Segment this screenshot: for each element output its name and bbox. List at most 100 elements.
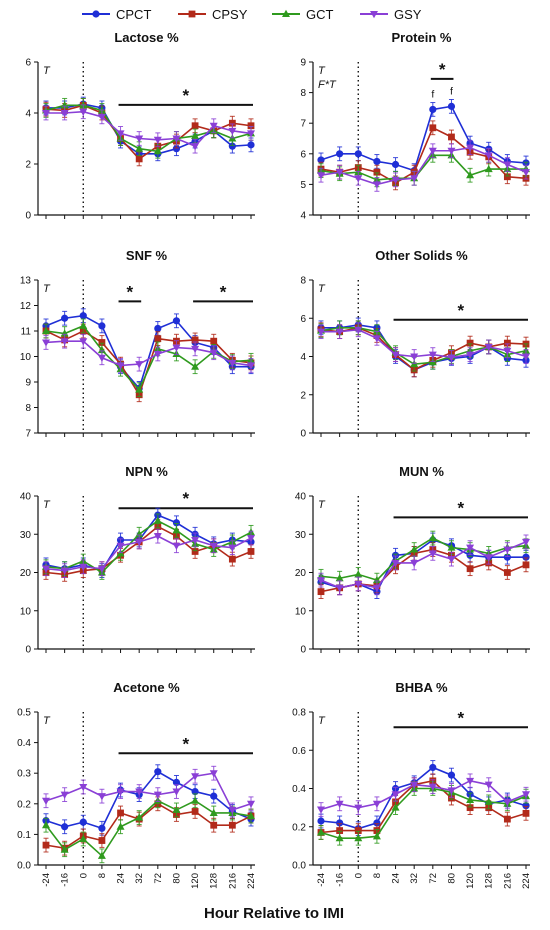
- data-point: [135, 155, 143, 163]
- series-line: [320, 541, 527, 589]
- series-gsy: [42, 104, 255, 154]
- series-line: [320, 537, 527, 582]
- series-line: [321, 328, 527, 359]
- data-point: [447, 556, 456, 564]
- data-point: [60, 567, 69, 575]
- effect-label: T: [318, 65, 326, 77]
- y-tick-label: 0.2: [17, 799, 31, 810]
- series-line: [45, 535, 252, 572]
- data-point: [98, 322, 106, 330]
- effect-label: T: [43, 283, 51, 295]
- data-point: [117, 809, 124, 817]
- data-point: [135, 538, 144, 547]
- significance-star: *: [439, 60, 446, 79]
- data-point: [191, 143, 200, 151]
- series-line: [320, 105, 527, 172]
- data-point: [448, 133, 455, 141]
- data-point: [503, 798, 512, 807]
- data-point: [60, 338, 69, 346]
- panel-bhba: BHBA % 0.0 0.2 0.4 0.6 0.8 -24 -16 0 8 24 32 72 80 120…: [292, 680, 532, 889]
- data-point: [172, 145, 181, 153]
- x-tick-label: 8: [372, 873, 383, 878]
- data-point: [116, 542, 125, 550]
- series-cpct: [42, 507, 255, 578]
- series-cpct: [317, 317, 530, 378]
- data-point: [116, 788, 125, 796]
- legend-label: GSY: [394, 7, 422, 22]
- y-tick-label: 0.2: [292, 822, 306, 833]
- significance-star: *: [182, 734, 189, 753]
- data-point: [116, 130, 125, 138]
- data-point: [466, 171, 475, 179]
- data-point: [466, 804, 474, 812]
- data-point: [428, 550, 437, 558]
- data-point: [153, 533, 162, 541]
- significance-star: *: [220, 282, 227, 301]
- data-point: [354, 150, 362, 158]
- y-tick-label: 4: [300, 352, 306, 363]
- y-tick-label: 0.4: [292, 784, 306, 795]
- data-point: [447, 543, 456, 551]
- data-point: [373, 819, 381, 827]
- series-gsy: [317, 534, 530, 596]
- data-point: [335, 574, 344, 582]
- data-point: [154, 768, 162, 776]
- data-point: [191, 536, 200, 545]
- data-point: [60, 110, 69, 118]
- data-point: [335, 584, 344, 592]
- y-tick-label: 30: [20, 530, 32, 541]
- series-cpsy: [317, 773, 530, 840]
- data-point: [428, 147, 437, 155]
- data-point: [503, 553, 511, 561]
- series-gct: [317, 530, 530, 588]
- legend-marker: [188, 10, 196, 18]
- series-gsy: [42, 333, 255, 373]
- x-tick-label: 72: [153, 873, 164, 884]
- series-gct: [42, 793, 255, 864]
- y-tick-label: 20: [295, 568, 307, 579]
- y-tick-label: 9: [300, 58, 306, 69]
- x-tick-label: 224: [246, 873, 257, 889]
- data-point: [447, 102, 456, 110]
- series-cpsy: [42, 97, 255, 167]
- data-point: [135, 361, 144, 369]
- y-tick-label: 10: [20, 606, 32, 617]
- data-point: [247, 548, 255, 555]
- data-point: [116, 822, 125, 830]
- data-point: [210, 337, 218, 345]
- data-point: [172, 788, 181, 796]
- data-point: [79, 108, 88, 116]
- data-point: [373, 157, 381, 166]
- data-point: [466, 339, 474, 347]
- data-point: [191, 548, 199, 555]
- x-tick-label: 128: [209, 873, 220, 889]
- data-point: [98, 339, 106, 346]
- legend-item-cpct: CPCT: [82, 7, 151, 22]
- y-tick-label: 0.3: [17, 769, 31, 780]
- data-point: [428, 351, 437, 359]
- data-point: [373, 168, 381, 176]
- data-point: [79, 818, 87, 826]
- series-line: [320, 146, 527, 186]
- data-point: [447, 787, 456, 795]
- y-tick-label: 10: [295, 606, 307, 617]
- panel-acetone: Acetone % 0.0 0.1 0.2 0.3 0.4 0.5 -24 -16 0 8 24 32 7…: [17, 680, 257, 889]
- series-line: [45, 525, 252, 576]
- y-tick-label: 12: [20, 301, 32, 312]
- x-tick-label: -24: [316, 873, 327, 887]
- significance-star: *: [182, 489, 189, 508]
- series-line: [45, 314, 251, 390]
- x-tick-label: 216: [502, 873, 513, 889]
- data-point: [410, 559, 419, 568]
- data-point: [79, 321, 88, 329]
- data-point: [336, 150, 344, 158]
- data-point: [484, 152, 493, 160]
- legend-item-gsy: GSY: [360, 7, 422, 22]
- data-point: [522, 553, 530, 561]
- data-point: [503, 161, 512, 169]
- series-cpct: [42, 308, 255, 396]
- series-line: [320, 787, 527, 840]
- data-point: [42, 841, 50, 849]
- data-point: [79, 563, 88, 571]
- x-tick-label: 24: [116, 873, 127, 884]
